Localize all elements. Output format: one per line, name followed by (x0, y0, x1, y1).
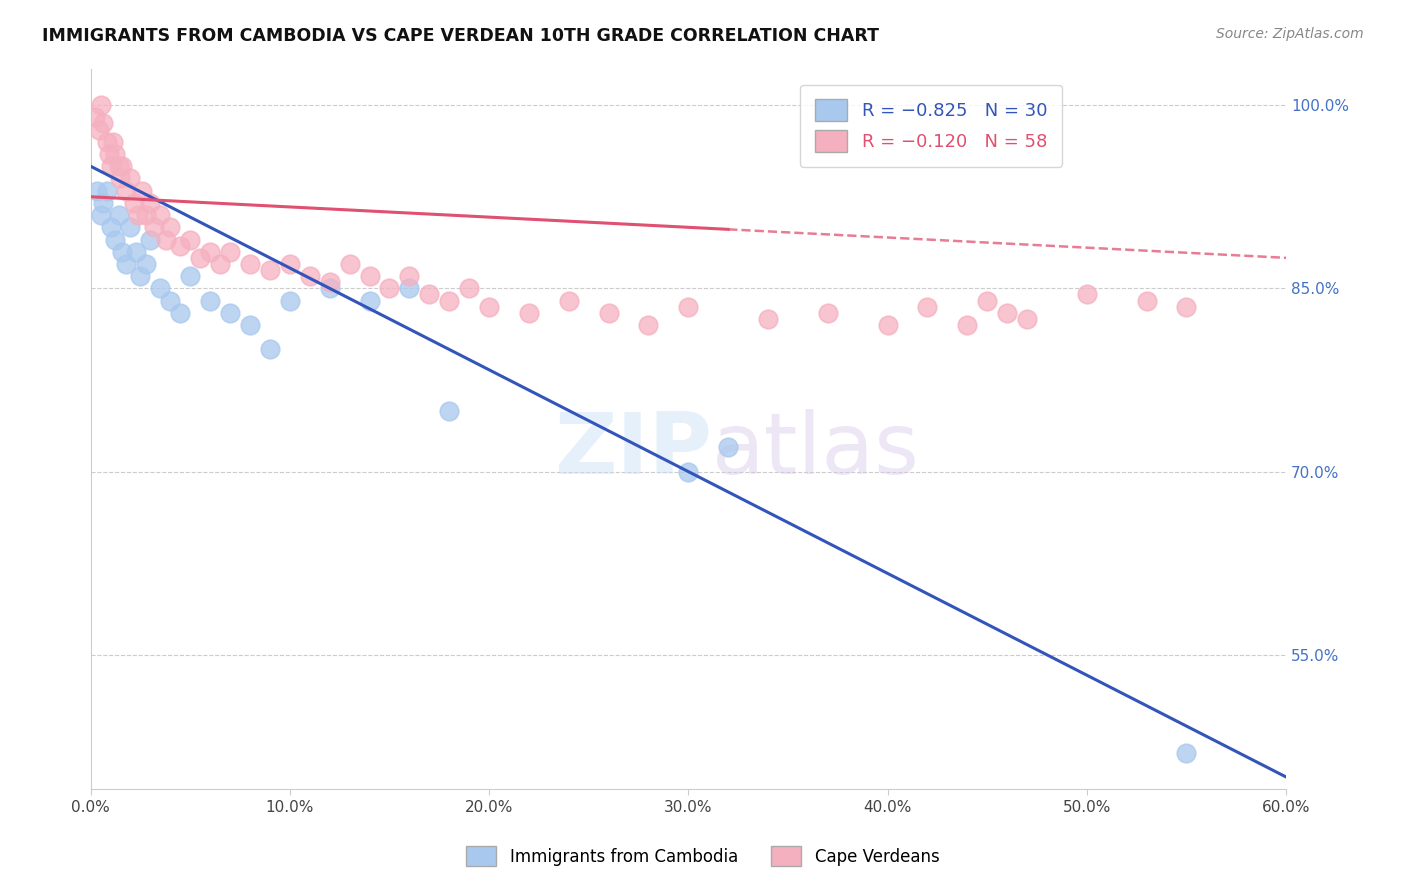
Point (159, 293, 181, 308)
Point (1015, 312, 1038, 326)
Point (149, 208, 172, 222)
Point (111, 244, 134, 259)
Point (91, 116, 114, 130)
Point (87, 122, 110, 136)
Point (124, 195, 146, 210)
Point (1175, 746, 1198, 760)
Point (418, 287, 440, 301)
Point (678, 300, 700, 314)
Point (219, 244, 242, 259)
Point (179, 269, 201, 284)
Text: atlas: atlas (713, 409, 920, 492)
Point (103, 147, 125, 161)
Point (91, 195, 114, 210)
Point (318, 275, 340, 289)
Point (458, 281, 481, 295)
Legend: R = −0.825   N = 30, R = −0.120   N = 58: R = −0.825 N = 30, R = −0.120 N = 58 (800, 85, 1062, 167)
Point (1135, 293, 1157, 308)
Point (188, 251, 211, 265)
Point (198, 293, 221, 308)
Point (239, 318, 262, 332)
Point (110, 171, 132, 186)
Point (359, 293, 381, 308)
Text: IMMIGRANTS FROM CAMBODIA VS CAPE VERDEAN 10TH GRADE CORRELATION CHART: IMMIGRANTS FROM CAMBODIA VS CAPE VERDEAN… (42, 27, 879, 45)
Point (198, 244, 221, 259)
Point (159, 220, 181, 235)
Point (125, 244, 148, 259)
Point (598, 306, 620, 320)
Point (398, 269, 420, 284)
Point (678, 465, 700, 479)
Point (107, 159, 129, 173)
Point (131, 184, 153, 198)
Text: ZIP: ZIP (554, 409, 713, 492)
Point (259, 343, 281, 357)
Point (318, 281, 340, 295)
Point (1076, 287, 1098, 301)
Point (209, 257, 232, 271)
Point (278, 293, 301, 308)
Point (129, 269, 152, 284)
Point (378, 281, 401, 295)
Point (101, 135, 124, 149)
Point (219, 306, 242, 320)
Point (956, 318, 979, 332)
Point (111, 159, 134, 173)
Point (439, 293, 461, 308)
Point (96, 135, 118, 149)
Point (976, 293, 998, 308)
Point (90, 98, 112, 112)
Point (155, 233, 177, 247)
Point (717, 440, 740, 454)
Point (120, 220, 142, 235)
Point (135, 257, 157, 271)
Point (917, 300, 939, 314)
Point (149, 281, 172, 295)
Point (756, 312, 779, 326)
Point (120, 171, 142, 186)
Point (115, 184, 138, 198)
Point (83, 111, 105, 125)
Point (179, 233, 201, 247)
Point (298, 269, 321, 284)
Point (359, 269, 381, 284)
Point (143, 220, 166, 235)
Point (637, 318, 659, 332)
Point (558, 293, 581, 308)
Point (96, 184, 118, 198)
Point (278, 257, 301, 271)
Point (139, 233, 162, 247)
Point (90, 208, 112, 222)
Point (398, 281, 420, 295)
Point (100, 220, 122, 235)
Point (169, 306, 191, 320)
Point (239, 257, 262, 271)
Point (169, 238, 191, 252)
Point (139, 195, 162, 210)
Point (517, 306, 540, 320)
Point (115, 257, 138, 271)
Point (127, 208, 149, 222)
Point (100, 159, 122, 173)
Point (135, 208, 157, 222)
Text: Source: ZipAtlas.com: Source: ZipAtlas.com (1216, 27, 1364, 41)
Point (339, 257, 361, 271)
Point (439, 403, 461, 417)
Point (107, 208, 129, 222)
Point (103, 233, 125, 247)
Point (876, 318, 898, 332)
Point (995, 306, 1018, 320)
Point (86, 184, 108, 198)
Point (1175, 300, 1198, 314)
Point (817, 306, 839, 320)
Point (259, 263, 281, 277)
Legend: Immigrants from Cambodia, Cape Verdeans: Immigrants from Cambodia, Cape Verdeans (458, 838, 948, 875)
Point (478, 300, 501, 314)
Point (97, 147, 120, 161)
